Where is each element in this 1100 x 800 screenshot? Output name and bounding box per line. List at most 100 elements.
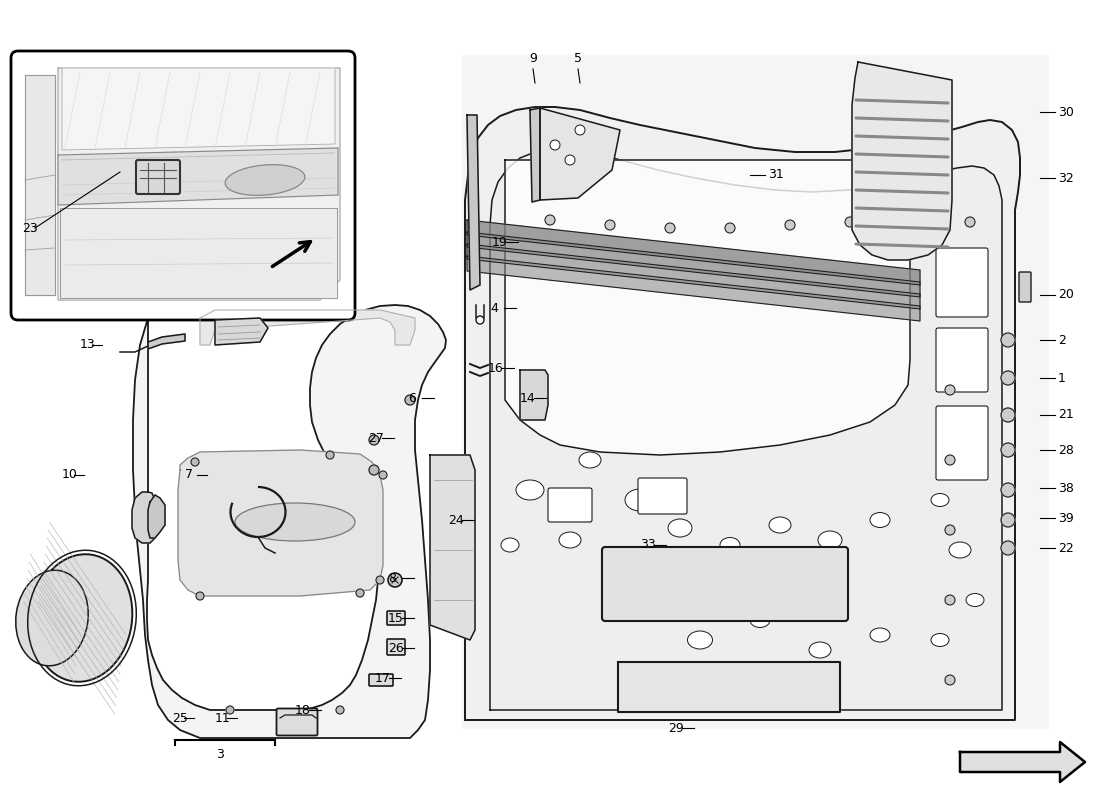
Circle shape bbox=[945, 595, 955, 605]
Text: 4: 4 bbox=[490, 302, 498, 314]
Polygon shape bbox=[148, 495, 165, 538]
Text: 27: 27 bbox=[368, 431, 384, 445]
Circle shape bbox=[336, 706, 344, 714]
Polygon shape bbox=[852, 62, 952, 260]
Circle shape bbox=[476, 316, 484, 324]
Text: 8: 8 bbox=[388, 571, 396, 585]
Text: 17: 17 bbox=[375, 671, 390, 685]
Text: 28: 28 bbox=[1058, 443, 1074, 457]
Circle shape bbox=[326, 451, 334, 459]
Circle shape bbox=[368, 465, 379, 475]
Circle shape bbox=[405, 395, 415, 405]
Text: 1985: 1985 bbox=[796, 156, 904, 194]
Text: 21: 21 bbox=[1058, 409, 1074, 422]
FancyBboxPatch shape bbox=[368, 674, 393, 686]
Text: 26: 26 bbox=[388, 642, 404, 654]
FancyBboxPatch shape bbox=[602, 547, 848, 621]
Text: 24: 24 bbox=[448, 514, 464, 526]
Circle shape bbox=[845, 217, 855, 227]
Ellipse shape bbox=[32, 554, 132, 682]
FancyBboxPatch shape bbox=[936, 328, 988, 392]
Circle shape bbox=[550, 140, 560, 150]
Polygon shape bbox=[468, 232, 920, 297]
Circle shape bbox=[605, 220, 615, 230]
Polygon shape bbox=[618, 662, 840, 712]
Text: 38: 38 bbox=[1058, 482, 1074, 494]
Ellipse shape bbox=[870, 513, 890, 527]
Polygon shape bbox=[133, 305, 446, 738]
Ellipse shape bbox=[579, 452, 601, 468]
Text: 7: 7 bbox=[185, 469, 192, 482]
Circle shape bbox=[965, 217, 975, 227]
FancyBboxPatch shape bbox=[936, 406, 988, 480]
Ellipse shape bbox=[516, 480, 544, 500]
Ellipse shape bbox=[769, 517, 791, 533]
Circle shape bbox=[945, 525, 955, 535]
Circle shape bbox=[379, 471, 387, 479]
Ellipse shape bbox=[750, 613, 770, 627]
Ellipse shape bbox=[818, 531, 842, 549]
Circle shape bbox=[1001, 483, 1015, 497]
Text: 20: 20 bbox=[1058, 289, 1074, 302]
Circle shape bbox=[1001, 541, 1015, 555]
Circle shape bbox=[945, 455, 955, 465]
Circle shape bbox=[191, 458, 199, 466]
Polygon shape bbox=[530, 108, 540, 202]
Text: 16: 16 bbox=[488, 362, 504, 374]
FancyBboxPatch shape bbox=[548, 488, 592, 522]
Polygon shape bbox=[25, 75, 55, 295]
Text: 10: 10 bbox=[62, 469, 78, 482]
Text: 25: 25 bbox=[172, 711, 188, 725]
Ellipse shape bbox=[808, 642, 830, 658]
Polygon shape bbox=[468, 244, 920, 309]
Ellipse shape bbox=[931, 634, 949, 646]
Circle shape bbox=[666, 223, 675, 233]
Polygon shape bbox=[960, 742, 1085, 782]
Ellipse shape bbox=[949, 542, 971, 558]
Text: 1985: 1985 bbox=[574, 494, 705, 566]
Circle shape bbox=[196, 592, 204, 600]
Ellipse shape bbox=[965, 453, 985, 467]
Circle shape bbox=[905, 215, 915, 225]
Polygon shape bbox=[200, 310, 415, 345]
Text: 19: 19 bbox=[492, 235, 508, 249]
Text: 2: 2 bbox=[1058, 334, 1066, 346]
Polygon shape bbox=[540, 108, 620, 200]
FancyBboxPatch shape bbox=[1019, 272, 1031, 302]
FancyBboxPatch shape bbox=[936, 248, 988, 317]
Text: 11: 11 bbox=[214, 711, 231, 725]
Circle shape bbox=[725, 223, 735, 233]
Text: 29: 29 bbox=[668, 722, 684, 734]
Text: 23: 23 bbox=[22, 222, 37, 234]
Polygon shape bbox=[462, 55, 1048, 728]
Polygon shape bbox=[468, 220, 920, 285]
Circle shape bbox=[1001, 333, 1015, 347]
Circle shape bbox=[368, 435, 379, 445]
Ellipse shape bbox=[235, 503, 355, 541]
FancyBboxPatch shape bbox=[136, 160, 180, 194]
Polygon shape bbox=[520, 370, 548, 420]
Ellipse shape bbox=[931, 494, 949, 506]
Ellipse shape bbox=[668, 519, 692, 537]
Ellipse shape bbox=[15, 570, 88, 666]
Polygon shape bbox=[214, 318, 268, 345]
Text: © passion for parts: © passion for parts bbox=[653, 126, 987, 154]
Text: 30: 30 bbox=[1058, 106, 1074, 118]
Text: 5: 5 bbox=[574, 52, 582, 65]
Text: 15: 15 bbox=[388, 611, 404, 625]
Text: 33: 33 bbox=[640, 538, 656, 551]
Text: 9: 9 bbox=[529, 52, 537, 65]
Circle shape bbox=[226, 706, 234, 714]
Ellipse shape bbox=[870, 628, 890, 642]
FancyBboxPatch shape bbox=[638, 478, 688, 514]
Polygon shape bbox=[58, 68, 340, 300]
Polygon shape bbox=[62, 68, 336, 150]
FancyBboxPatch shape bbox=[276, 709, 318, 735]
Ellipse shape bbox=[966, 594, 984, 606]
Text: 14: 14 bbox=[520, 391, 536, 405]
Circle shape bbox=[376, 576, 384, 584]
Polygon shape bbox=[505, 160, 910, 455]
Ellipse shape bbox=[621, 551, 639, 565]
Text: 39: 39 bbox=[1058, 511, 1074, 525]
Polygon shape bbox=[178, 450, 383, 596]
